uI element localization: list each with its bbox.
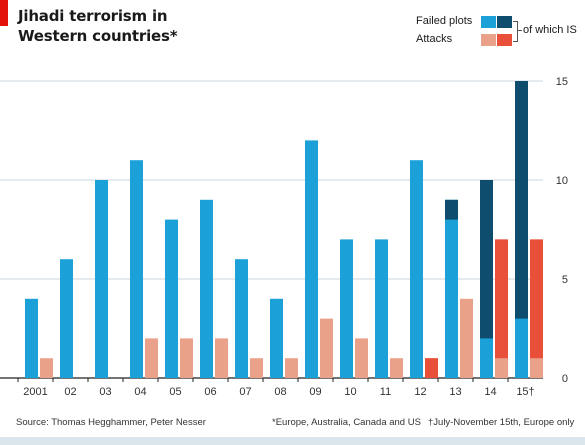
x-tick-label: 09 — [309, 386, 321, 398]
bar-failed-plots — [270, 298, 283, 378]
bar-failed-plots — [200, 199, 213, 378]
chart-title: Jihadi terrorism in Western countries* — [18, 6, 178, 46]
bar-failed-plots-is — [445, 199, 458, 220]
x-tick-label: 05 — [169, 386, 181, 398]
bar-attacks — [40, 358, 53, 378]
bar-attacks — [320, 318, 333, 378]
bar-attacks-is — [495, 239, 508, 359]
bar-attacks — [285, 358, 298, 378]
legend-label-attacks: Attacks — [416, 33, 453, 45]
bottom-rule — [0, 437, 585, 445]
bar-attacks — [355, 338, 368, 378]
bar-failed-plots — [305, 140, 318, 378]
bar-failed-plots — [130, 160, 143, 378]
bar-attacks — [215, 338, 228, 378]
x-tick-label: 02 — [64, 386, 76, 398]
bar-failed-plots-is — [480, 180, 493, 339]
y-tick-label: 15 — [556, 76, 568, 88]
bar-failed-plots — [445, 199, 458, 378]
bar-attacks — [250, 358, 263, 378]
bar-failed-plots — [165, 219, 178, 378]
x-tick-label: 08 — [274, 386, 286, 398]
bar-attacks-is — [530, 239, 543, 359]
footnote-regions: *Europe, Australia, Canada and US — [272, 417, 421, 428]
title-line-2: Western countries* — [18, 27, 178, 45]
legend: Failed plots Attacks of which IS — [0, 0, 585, 60]
bar-attacks — [390, 358, 403, 378]
y-tick-label: 10 — [556, 175, 568, 187]
bar-attacks-is — [425, 358, 438, 378]
x-tick-label: 04 — [134, 386, 146, 398]
legend-label-failed-plots: Failed plots — [416, 15, 473, 27]
bar-attacks — [145, 338, 158, 378]
x-tick-label: 15† — [516, 386, 534, 398]
brand-accent-bar — [0, 0, 8, 26]
x-tick-label: 11 — [380, 386, 391, 398]
y-tick-label: 0 — [562, 373, 568, 385]
x-tick-label: 03 — [99, 386, 111, 398]
legend-bracket — [513, 21, 518, 42]
x-tick-label: 14 — [484, 386, 496, 398]
bar-failed-plots — [60, 259, 73, 378]
source-note: Source: Thomas Hegghammer, Peter Nesser — [16, 417, 206, 428]
bar-failed-plots — [95, 180, 108, 378]
y-tick-label: 5 — [562, 274, 568, 286]
x-tick-label: 10 — [344, 386, 356, 398]
bar-failed-plots — [410, 160, 423, 378]
bar-failed-plots-is — [515, 81, 528, 319]
x-tick-label: 2001 — [23, 386, 47, 398]
legend-swatch-attacks — [481, 34, 496, 46]
bar-failed-plots — [340, 239, 353, 378]
legend-bracket-connector — [517, 30, 522, 31]
bar-failed-plots — [235, 259, 248, 378]
bar-attacks — [460, 298, 473, 378]
legend-swatch-attacks-is — [497, 34, 512, 46]
bar-failed-plots — [375, 239, 388, 378]
x-tick-label: 07 — [239, 386, 251, 398]
x-tick-label: 12 — [414, 386, 426, 398]
legend-label-of-which-is: of which IS — [523, 24, 577, 36]
legend-swatch-failed-plots — [481, 16, 496, 28]
footnote-dagger: †July-November 15th, Europe only — [428, 417, 575, 428]
x-tick-label: 06 — [204, 386, 216, 398]
bar-failed-plots — [25, 298, 38, 378]
bar-attacks — [180, 338, 193, 378]
x-tick-label: 13 — [449, 386, 461, 398]
legend-swatch-failed-plots-is — [497, 16, 512, 28]
title-line-1: Jihadi terrorism in — [18, 7, 168, 25]
